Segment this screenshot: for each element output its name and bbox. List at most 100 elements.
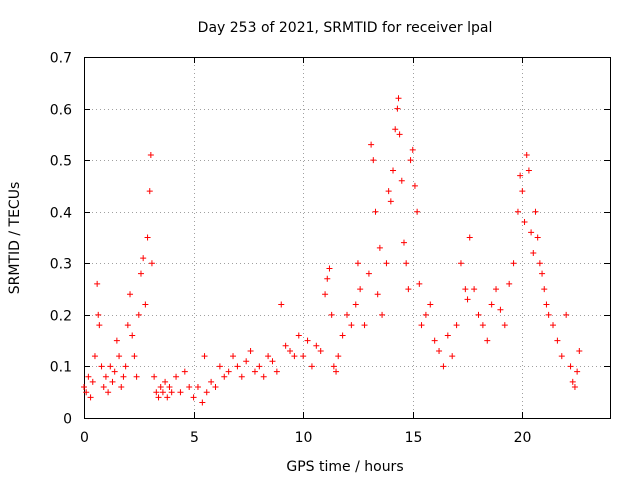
data-point (173, 373, 180, 380)
data-point (368, 141, 375, 148)
data-point (361, 322, 368, 329)
data-point (324, 275, 331, 282)
data-point (530, 249, 537, 256)
data-point (124, 322, 131, 329)
data-point (534, 234, 541, 241)
data-point (260, 373, 267, 380)
data-point (370, 157, 377, 164)
data-point (528, 229, 535, 236)
data-point (357, 286, 364, 293)
data-point (576, 347, 583, 354)
data-point (407, 157, 414, 164)
data-point (199, 399, 206, 406)
data-point (396, 131, 403, 138)
data-point (464, 296, 471, 303)
data-point (230, 353, 237, 360)
data-point (431, 337, 438, 344)
data-point (479, 322, 486, 329)
data-point (278, 301, 285, 308)
data-point (532, 208, 539, 215)
y-tick-label: 0.1 (50, 360, 72, 376)
data-point (328, 311, 335, 318)
data-point (120, 373, 127, 380)
data-point (273, 368, 280, 375)
data-point (521, 219, 528, 226)
data-point (113, 337, 120, 344)
data-point (440, 363, 447, 370)
data-point (374, 291, 381, 298)
data-point (153, 389, 160, 396)
data-point (300, 353, 307, 360)
data-point (107, 363, 114, 370)
data-point (201, 353, 208, 360)
data-point (144, 234, 151, 241)
data-point (457, 260, 464, 267)
data-point (541, 286, 548, 293)
data-point (550, 322, 557, 329)
data-point (405, 286, 412, 293)
data-point (208, 378, 215, 385)
data-point (354, 260, 361, 267)
data-point (216, 363, 223, 370)
data-point (567, 363, 574, 370)
x-axis-label: GPS time / hours (286, 459, 403, 475)
data-point (497, 306, 504, 313)
x-tick-label: 5 (190, 430, 199, 446)
data-point (501, 322, 508, 329)
data-point (186, 384, 193, 391)
data-point (148, 260, 155, 267)
data-point (539, 270, 546, 277)
data-point (87, 394, 94, 401)
data-point (129, 332, 136, 339)
data-point (308, 363, 315, 370)
data-point (493, 286, 500, 293)
data-point (212, 384, 219, 391)
data-point (131, 353, 138, 360)
data-point (181, 368, 188, 375)
x-tick-label: 20 (514, 430, 532, 446)
y-axis-label: SRMTID / TECUs (7, 182, 23, 295)
data-point (365, 270, 372, 277)
data-point (105, 389, 112, 396)
data-point (488, 301, 495, 308)
data-point (525, 167, 532, 174)
data-point (422, 311, 429, 318)
data-point (506, 280, 513, 287)
data-point (159, 389, 166, 396)
data-point (94, 280, 101, 287)
data-point (147, 151, 154, 158)
data-point (140, 255, 147, 262)
data-point (98, 363, 105, 370)
data-point (251, 368, 258, 375)
data-point (133, 373, 140, 380)
x-tick-label: 10 (295, 430, 313, 446)
data-point (89, 378, 96, 385)
data-point (234, 363, 241, 370)
data-point (558, 353, 565, 360)
data-point (304, 337, 311, 344)
grid (84, 57, 610, 418)
series-srmtid (81, 95, 583, 406)
data-point (335, 353, 342, 360)
data-point (414, 208, 421, 215)
data-point (83, 389, 90, 396)
data-point (162, 378, 169, 385)
data-point (372, 208, 379, 215)
data-point (203, 389, 210, 396)
data-point (574, 368, 581, 375)
data-point (142, 301, 149, 308)
data-points (81, 95, 583, 406)
data-point (462, 286, 469, 293)
data-point (111, 368, 118, 375)
y-tick-label: 0.6 (50, 103, 72, 119)
data-point (484, 337, 491, 344)
data-point (81, 384, 87, 391)
data-point (519, 188, 526, 195)
data-point (122, 363, 129, 370)
data-point (151, 373, 158, 380)
data-point (510, 260, 517, 267)
data-point (333, 368, 340, 375)
data-point (409, 146, 416, 153)
data-point (137, 270, 144, 277)
data-point (545, 311, 552, 318)
